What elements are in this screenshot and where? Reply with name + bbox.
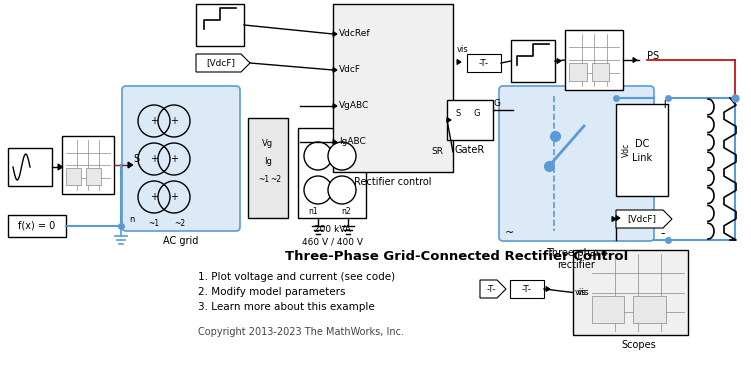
Polygon shape: [58, 164, 63, 170]
Bar: [447, 100, 493, 140]
Text: PS: PS: [647, 51, 659, 61]
Text: SR: SR: [431, 148, 443, 157]
Text: n1: n1: [308, 208, 318, 217]
Bar: [248, 118, 288, 218]
Text: AC grid: AC grid: [163, 236, 199, 246]
Polygon shape: [612, 217, 616, 221]
Bar: [565, 30, 623, 90]
Text: ~2: ~2: [270, 176, 282, 185]
Text: VdcF: VdcF: [339, 65, 361, 74]
Text: +: +: [170, 116, 178, 126]
Polygon shape: [333, 140, 337, 144]
Text: VdcRef: VdcRef: [339, 29, 371, 38]
Text: +: +: [150, 192, 158, 202]
Bar: [616, 104, 668, 196]
Circle shape: [328, 176, 356, 204]
Polygon shape: [333, 67, 337, 73]
Bar: [66, 167, 81, 185]
Bar: [8, 148, 52, 186]
Text: 3. Learn more about this example: 3. Learn more about this example: [198, 302, 375, 312]
Text: -T-: -T-: [522, 285, 532, 294]
Polygon shape: [546, 286, 550, 292]
Bar: [573, 250, 688, 335]
Text: +: +: [170, 154, 178, 164]
Text: +: +: [660, 97, 671, 110]
Text: [VdcF]: [VdcF]: [207, 58, 236, 67]
Text: +: +: [150, 116, 158, 126]
Text: Vdc: Vdc: [622, 143, 631, 157]
Text: 460 V / 400 V: 460 V / 400 V: [301, 237, 363, 247]
Text: Copyright 2013-2023 The MathWorks, Inc.: Copyright 2013-2023 The MathWorks, Inc.: [198, 327, 404, 337]
Text: vis: vis: [577, 288, 590, 297]
Text: 2. Modify model parameters: 2. Modify model parameters: [198, 287, 345, 297]
Circle shape: [304, 176, 332, 204]
Polygon shape: [557, 58, 561, 64]
Text: Link: Link: [632, 153, 652, 163]
Text: +: +: [170, 192, 178, 202]
Text: +: +: [150, 154, 158, 164]
FancyBboxPatch shape: [499, 86, 654, 241]
FancyBboxPatch shape: [122, 86, 240, 231]
Text: -T-: -T-: [486, 285, 496, 294]
Polygon shape: [196, 54, 250, 72]
Text: ~1: ~1: [149, 218, 159, 228]
Bar: [8, 215, 66, 237]
Text: Three-phase: Three-phase: [546, 248, 607, 258]
Text: VgABC: VgABC: [339, 102, 369, 110]
Polygon shape: [447, 118, 451, 122]
Bar: [333, 4, 453, 172]
Polygon shape: [333, 32, 337, 36]
Text: Three-Phase Grid-Connected Rectifier Control: Three-Phase Grid-Connected Rectifier Con…: [285, 250, 629, 263]
Bar: [511, 40, 555, 82]
Text: S: S: [133, 154, 139, 164]
Text: 1. Plot voltage and current (see code): 1. Plot voltage and current (see code): [198, 272, 395, 282]
Text: S: S: [455, 109, 460, 119]
Bar: [592, 62, 609, 81]
Text: n2: n2: [341, 208, 351, 217]
Text: Ig: Ig: [264, 157, 272, 167]
Bar: [592, 296, 624, 323]
Polygon shape: [480, 280, 506, 298]
Text: G: G: [493, 99, 500, 109]
Bar: [196, 4, 244, 46]
Text: DC: DC: [635, 139, 649, 149]
Text: ~2: ~2: [174, 218, 185, 228]
Text: [VdcF]: [VdcF]: [628, 215, 656, 224]
Polygon shape: [128, 162, 133, 168]
Text: G: G: [473, 109, 479, 119]
Text: vis: vis: [575, 288, 587, 297]
Bar: [569, 62, 587, 81]
Polygon shape: [616, 210, 672, 228]
Bar: [86, 167, 101, 185]
Text: f(x) = 0: f(x) = 0: [18, 221, 56, 231]
Polygon shape: [333, 103, 337, 109]
Text: -T-: -T-: [479, 58, 489, 67]
Circle shape: [304, 142, 332, 170]
Text: ~1: ~1: [258, 176, 270, 185]
Text: Scopes: Scopes: [621, 340, 656, 350]
Text: n: n: [129, 215, 134, 224]
Text: GateR: GateR: [455, 145, 485, 155]
Circle shape: [328, 142, 356, 170]
Text: -: -: [660, 228, 665, 241]
Text: IgABC: IgABC: [339, 138, 366, 147]
Text: vis: vis: [457, 45, 469, 55]
Bar: [510, 280, 544, 298]
Polygon shape: [616, 215, 620, 221]
Text: ~: ~: [505, 228, 514, 238]
Text: 200 kVA: 200 kVA: [314, 225, 351, 234]
Polygon shape: [457, 60, 461, 64]
Text: Rectifier control: Rectifier control: [354, 177, 432, 187]
Bar: [62, 136, 114, 194]
Text: Vg: Vg: [262, 140, 273, 148]
Text: rectifier: rectifier: [557, 260, 596, 270]
Bar: [467, 54, 501, 72]
Bar: [633, 296, 665, 323]
Bar: [298, 128, 366, 218]
Polygon shape: [633, 58, 637, 62]
